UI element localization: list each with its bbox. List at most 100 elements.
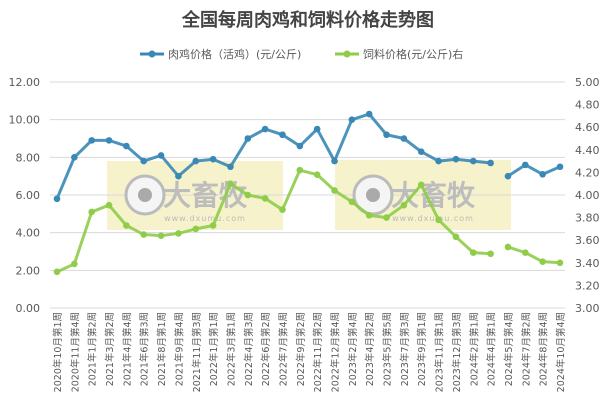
x-tick-label: 2021年8月第1周: [156, 312, 168, 386]
data-point: [400, 135, 408, 142]
y-right-tick-label: 3.20: [575, 279, 600, 292]
data-point: [313, 171, 321, 178]
x-tick-label: 2024年5月第4周: [503, 312, 515, 386]
data-point: [556, 163, 564, 171]
data-point: [244, 191, 252, 199]
series-line: [506, 245, 562, 265]
y-right-tick-label: 3.40: [575, 257, 600, 270]
data-point: [469, 249, 477, 256]
data-point: [53, 195, 61, 203]
data-point: [296, 166, 304, 174]
data-point: [192, 225, 200, 233]
x-tick-label: 2024年10月第4周: [555, 312, 567, 392]
data-point: [504, 172, 512, 180]
data-point: [209, 222, 217, 229]
data-point: [192, 157, 200, 165]
y-right-tick-label: 4.80: [575, 99, 600, 112]
data-point: [175, 172, 182, 180]
data-point: [279, 206, 286, 213]
data-point: [71, 154, 78, 161]
watermark-url: www.dxumu.com: [392, 214, 474, 223]
data-point: [209, 155, 217, 163]
data-point: [348, 198, 356, 206]
y-left-tick-label: 12.00: [9, 76, 41, 89]
data-point: [88, 208, 95, 216]
data-point: [123, 222, 130, 229]
x-tick-label: 2021年1月第2周: [87, 312, 99, 386]
data-point: [296, 142, 304, 150]
data-point: [435, 157, 442, 165]
data-point: [522, 161, 529, 169]
x-tick-label: 2023年11月第1周: [434, 312, 446, 392]
data-point: [348, 116, 356, 123]
data-point: [469, 157, 477, 165]
data-point: [140, 231, 148, 238]
data-point: [504, 243, 512, 251]
data-point: [487, 159, 494, 167]
y-right-tick-label: 4.60: [575, 121, 600, 134]
x-tick-label: 2021年6月第3周: [139, 312, 151, 386]
data-point: [279, 131, 286, 139]
y-right-tick-label: 3.80: [575, 212, 600, 225]
x-tick-label: 2022年1月第1周: [208, 312, 220, 386]
y-right-tick-label: 3.00: [575, 302, 600, 315]
y-right-tick-label: 4.00: [575, 189, 600, 202]
data-point: [157, 152, 165, 159]
x-tick-label: 2021年3月第2周: [104, 312, 116, 386]
legend-marker: [148, 50, 156, 58]
watermark-url: www.dxumu.com: [164, 214, 246, 223]
y-left-tick-label: 10.00: [9, 114, 41, 127]
watermark-brand: 大畜牧: [163, 179, 248, 212]
y-left-tick-label: 0.00: [16, 302, 41, 315]
x-tick-label: 2024年7月第2周: [520, 312, 532, 386]
data-point: [157, 232, 165, 239]
legend-marker: [343, 50, 351, 58]
y-right-tick-label: 4.20: [575, 166, 600, 179]
x-tick-label: 2022年12月第4周: [330, 312, 342, 392]
x-tick-label: 2022年7月第4周: [277, 312, 289, 386]
data-point: [244, 135, 252, 142]
x-tick-label: 2024年2月第1周: [468, 312, 480, 386]
x-tick-label: 2022年3月第1周: [225, 312, 237, 386]
data-point: [71, 260, 78, 268]
data-point: [487, 250, 494, 258]
data-point: [53, 268, 61, 276]
y-left-tick-label: 2.00: [16, 264, 41, 277]
legend-label: 饲料价格(元/公斤)右: [363, 47, 463, 61]
x-tick-label: 2021年11月第3周: [191, 312, 203, 392]
data-point: [365, 110, 373, 118]
x-tick-label: 2022年6月第2周: [260, 312, 272, 386]
x-tick-label: 2023年7月第3周: [399, 312, 411, 386]
data-point: [331, 157, 338, 165]
data-point: [522, 249, 529, 256]
x-tick-label: 2023年9月第1周: [416, 312, 428, 386]
x-tick-label: 2022年11月第2周: [312, 312, 324, 392]
data-point: [383, 131, 390, 139]
data-point: [105, 137, 113, 144]
y-left-tick-label: 6.00: [16, 189, 41, 202]
data-point: [175, 230, 182, 237]
x-tick-label: 2024年8月第4周: [538, 312, 550, 386]
x-tick-label: 2023年5月第5周: [382, 312, 394, 386]
data-point: [400, 201, 408, 209]
y-right-tick-label: 3.60: [575, 234, 600, 247]
x-tick-label: 2021年4月第4周: [121, 312, 133, 386]
chart-title: 全国每周肉鸡和饲料价格走势图: [182, 10, 434, 31]
y-right-tick-label: 4.40: [575, 144, 600, 157]
data-point: [123, 142, 130, 150]
data-point: [227, 163, 234, 171]
y-left-tick-label: 8.00: [16, 151, 41, 164]
data-point: [313, 125, 321, 133]
data-point: [556, 259, 564, 267]
y-left-tick-label: 4.00: [16, 227, 41, 240]
data-point: [140, 157, 148, 165]
legend-label: 肉鸡价格（活鸡）(元/公斤): [168, 47, 301, 61]
data-point: [539, 258, 546, 265]
x-tick-label: 2024年4月第1周: [486, 312, 498, 386]
x-tick-label: 2020年10月第1周: [52, 312, 64, 392]
data-point: [539, 170, 546, 178]
data-point: [261, 125, 269, 133]
data-point: [417, 181, 425, 189]
